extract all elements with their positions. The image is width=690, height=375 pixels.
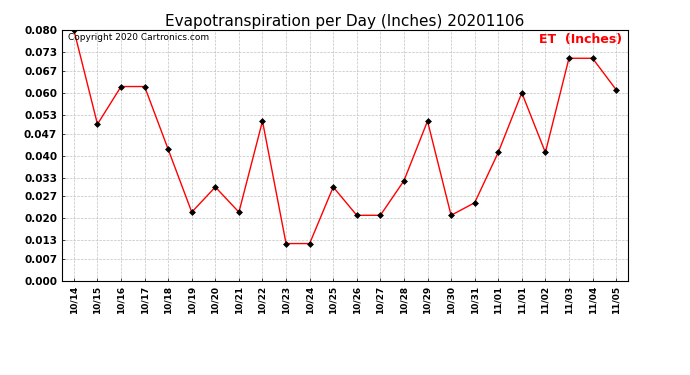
Text: Copyright 2020 Cartronics.com: Copyright 2020 Cartronics.com bbox=[68, 33, 209, 42]
Text: ET  (Inches): ET (Inches) bbox=[539, 33, 622, 45]
Title: Evapotranspiration per Day (Inches) 20201106: Evapotranspiration per Day (Inches) 2020… bbox=[166, 14, 524, 29]
